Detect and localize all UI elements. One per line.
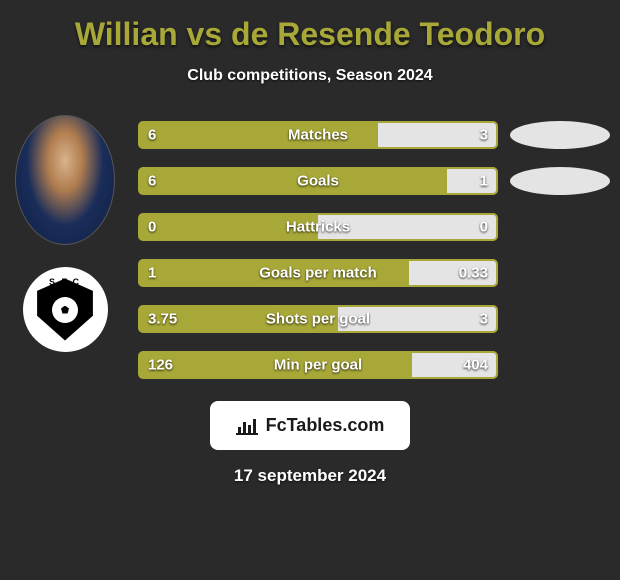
- brand-badge[interactable]: FcTables.com: [210, 401, 411, 450]
- stat-value-right: 404: [463, 357, 488, 374]
- bar-chart-icon: [236, 417, 258, 435]
- stat-label: Goals: [297, 173, 339, 190]
- stat-value-left: 126: [148, 357, 173, 374]
- date-text: 17 september 2024: [234, 466, 386, 486]
- stat-row: 0 Hattricks 0: [138, 213, 610, 241]
- stats-bars: 6 Matches 3 6 Goals 1: [138, 115, 610, 379]
- stat-value-right: 0: [480, 219, 488, 236]
- right-oval-placeholder: [510, 167, 610, 195]
- stat-value-left: 6: [148, 127, 156, 144]
- stat-bar-min-per-goal: 126 Min per goal 404: [138, 351, 498, 379]
- left-column: S.F.C: [10, 115, 120, 352]
- stat-value-right: 0.33: [459, 265, 488, 282]
- stat-bar-shots-per-goal: 3.75 Shots per goal 3: [138, 305, 498, 333]
- stat-value-left: 0: [148, 219, 156, 236]
- stat-value-left: 1: [148, 265, 156, 282]
- subtitle: Club competitions, Season 2024: [10, 67, 610, 85]
- stat-label: Goals per match: [259, 265, 377, 282]
- right-oval-placeholder: [510, 121, 610, 149]
- stat-label: Min per goal: [274, 357, 362, 374]
- stat-row: 126 Min per goal 404: [138, 351, 610, 379]
- stat-label: Matches: [288, 127, 348, 144]
- footer: FcTables.com 17 september 2024: [10, 401, 610, 486]
- player-photo: [15, 115, 115, 245]
- club-logo-shield: [34, 279, 96, 341]
- bar-right-fill: [447, 167, 498, 195]
- comparison-content: S.F.C 6 Matches 3: [10, 115, 610, 379]
- page-title: Willian vs de Resende Teodoro: [10, 16, 610, 53]
- club-logo: S.F.C: [23, 267, 108, 352]
- stat-value-left: 3.75: [148, 311, 177, 328]
- bar-left-fill: [138, 167, 447, 195]
- club-logo-ball-icon: [52, 297, 78, 323]
- stat-bar-hattricks: 0 Hattricks 0: [138, 213, 498, 241]
- stat-label: Shots per goal: [266, 311, 370, 328]
- stat-value-right: 3: [480, 127, 488, 144]
- stat-row: 6 Goals 1: [138, 167, 610, 195]
- stat-row: 3.75 Shots per goal 3: [138, 305, 610, 333]
- stat-value-right: 1: [480, 173, 488, 190]
- brand-text: FcTables.com: [266, 415, 385, 436]
- stat-value-right: 3: [480, 311, 488, 328]
- stat-label: Hattricks: [286, 219, 350, 236]
- stat-bar-goals-per-match: 1 Goals per match 0.33: [138, 259, 498, 287]
- stat-bar-goals: 6 Goals 1: [138, 167, 498, 195]
- stat-row: 1 Goals per match 0.33: [138, 259, 610, 287]
- stat-bar-matches: 6 Matches 3: [138, 121, 498, 149]
- stat-row: 6 Matches 3: [138, 121, 610, 149]
- stat-value-left: 6: [148, 173, 156, 190]
